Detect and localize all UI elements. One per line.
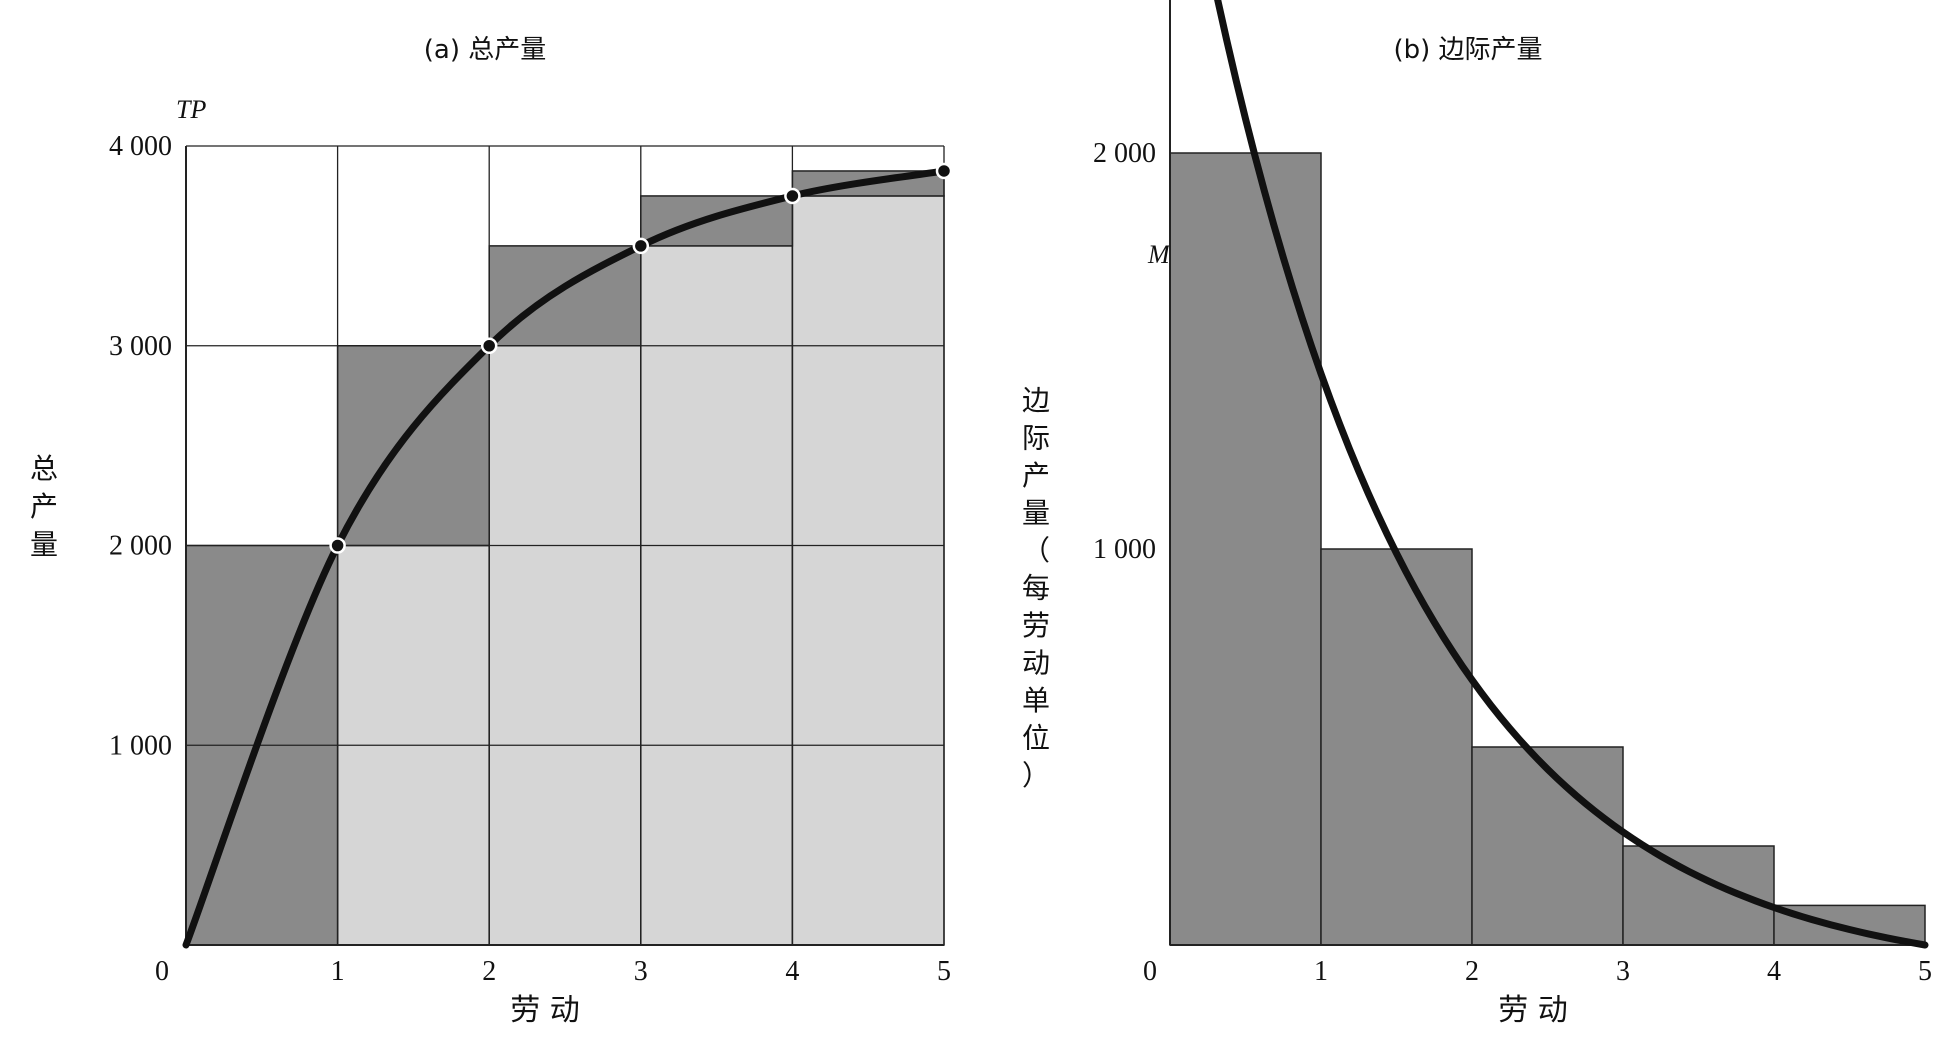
x-tick-label-5: 5 xyxy=(937,956,951,987)
panel-b-mp-curve xyxy=(1214,0,1929,949)
panel-b-y-axis-label-char: 位 xyxy=(1022,722,1050,755)
panel-b-y-axis-label-char: 际 xyxy=(1022,422,1050,455)
panel-a-x-axis-label: 劳 动 xyxy=(510,993,580,1028)
panel-a-tp-curve xyxy=(182,162,953,949)
panel-b-y-axis-label-char: 产 xyxy=(1022,459,1050,492)
mp-bar-2 xyxy=(1320,548,1473,946)
panel-b-y-axis-label-char: 边 xyxy=(1022,384,1050,417)
panel-b-x-axis-label: 劳 动 xyxy=(1498,993,1568,1028)
panel-a-y-short-label: TP xyxy=(176,95,206,124)
tp-point-1 xyxy=(329,537,346,554)
x-tick-label-1: 1 xyxy=(331,956,345,987)
panel-a-x-ticks: 1 2 3 4 5 xyxy=(331,956,951,987)
x-tick-label-2: 2 xyxy=(482,956,496,987)
tp-point-2 xyxy=(480,337,498,354)
x-tick-label-4: 4 xyxy=(785,956,799,987)
panel-a-y-axis-label-char: 产 xyxy=(30,490,58,523)
x-tick-label-1: 1 xyxy=(1314,956,1328,987)
tp-increment-bar-2 xyxy=(336,345,490,547)
panel-a-y-axis-label-char: 总 xyxy=(30,452,58,485)
panel-b-y-axis-label-char: 劳 xyxy=(1022,609,1050,642)
y-tick-label-1000: 1 000 xyxy=(109,730,172,761)
tp-cumulative-bar-4 xyxy=(791,195,945,946)
panel-a-y-ticks: 1 000 2 000 3 000 4 000 xyxy=(109,131,172,761)
tp-cumulative-bar-2 xyxy=(488,345,642,946)
panel-b-y-axis-label-char: （ xyxy=(1022,534,1050,567)
tp-point-5 xyxy=(935,162,953,180)
panel-total-product: (a) 总产量 TP 总产量 1 000 2 000 3 000 4 000 1 2 3 4… xyxy=(30,35,953,1028)
mp-bar-1 xyxy=(1169,152,1322,946)
panel-a-y-axis-label-char: 量 xyxy=(30,528,58,561)
panel-a-grid xyxy=(185,145,945,946)
tp-cumulative-bar-3 xyxy=(640,245,794,946)
panel-b-y-axis-label-char: 单 xyxy=(1022,684,1050,717)
y-tick-label-2000: 2 000 xyxy=(1093,138,1156,169)
panel-b-title: (b) 边际产量 xyxy=(1393,35,1542,65)
y-tick-label-4000: 4 000 xyxy=(109,131,172,162)
x-tick-label-3: 3 xyxy=(1616,956,1630,987)
mp-bar-3 xyxy=(1471,746,1624,946)
tp-point-3 xyxy=(632,237,650,255)
panel-a-origin-label: 0 xyxy=(155,956,169,987)
x-tick-label-3: 3 xyxy=(634,956,648,987)
y-tick-label-2000: 2 000 xyxy=(109,531,172,562)
x-tick-label-2: 2 xyxy=(1465,956,1479,987)
panel-b-x-ticks: 1 2 3 4 5 xyxy=(1314,956,1932,987)
y-tick-label-3000: 3 000 xyxy=(109,331,172,362)
x-tick-label-4: 4 xyxy=(1767,956,1781,987)
panel-b-origin-label: 0 xyxy=(1143,956,1157,987)
panel-b-mp-bars xyxy=(1169,152,1926,946)
tp-point-4 xyxy=(784,187,801,205)
panel-b-y-axis-label-char: ） xyxy=(1022,759,1050,792)
panel-a-y-axis-label: 总产量 xyxy=(30,452,58,561)
x-tick-label-5: 5 xyxy=(1918,956,1932,987)
mp-curve-line xyxy=(1214,0,1929,949)
panel-b-y-axis-label-char: 量 xyxy=(1022,497,1050,530)
panel-b-y-axis-label-char: 动 xyxy=(1022,647,1050,680)
y-tick-label-1000: 1 000 xyxy=(1093,534,1156,565)
panel-a-title: (a) 总产量 xyxy=(424,35,547,65)
panel-b-axes xyxy=(1169,0,1925,946)
panel-b-y-axis-label-char: 每 xyxy=(1022,572,1050,605)
